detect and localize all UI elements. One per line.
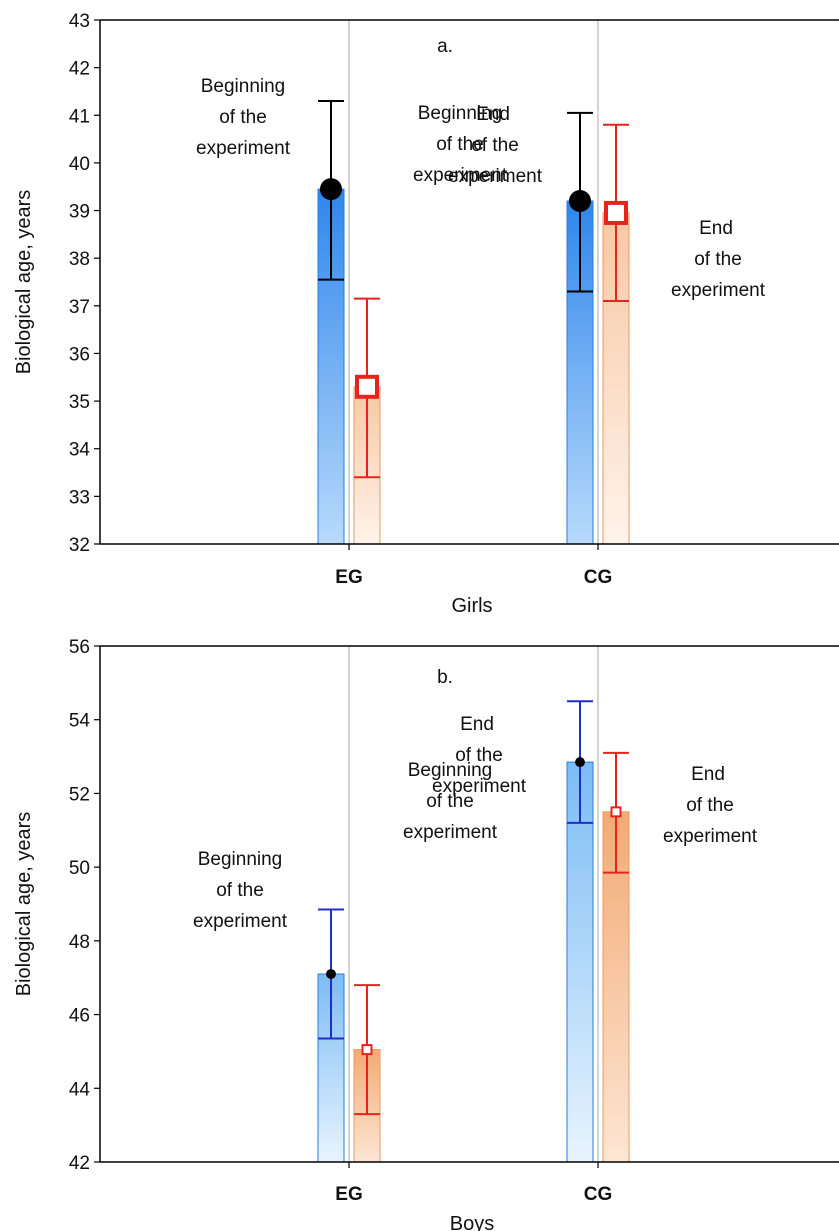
- y-axis-title: Biological age, years: [13, 812, 35, 997]
- annotation-line: Beginning: [408, 760, 493, 781]
- annotation-beginning-cg: Beginning of the experiment: [413, 103, 508, 186]
- annotation-line: experiment: [196, 138, 291, 159]
- y-tick-label: 40: [69, 154, 90, 175]
- x-tick-label: EG: [335, 1184, 362, 1205]
- y-tick-label: 32: [69, 535, 90, 556]
- marker-beginning-eg: [326, 969, 336, 979]
- marker-end-eg: [355, 374, 379, 399]
- annotation-line: of the: [694, 249, 742, 270]
- panel-label: b.: [437, 667, 453, 688]
- annotation-line: Beginning: [201, 76, 286, 97]
- bar-beginning-cg: [566, 761, 594, 1163]
- y-tick-label: 35: [69, 392, 90, 413]
- y-tick-label: 44: [69, 1079, 91, 1100]
- panel-label: a.: [437, 36, 453, 57]
- x-tick-label: EG: [335, 567, 362, 588]
- marker-end-cg: [604, 200, 628, 225]
- annotation-beginning-eg: Beginning of the experiment: [196, 76, 291, 159]
- annotation-line: Beginning: [418, 103, 503, 124]
- annotation-line: of the: [471, 135, 519, 156]
- annotation-line: experiment: [413, 165, 508, 186]
- y-tick-label: 43: [69, 11, 90, 32]
- annotation-line: End: [691, 764, 725, 785]
- annotation-line: of the: [686, 795, 734, 816]
- y-tick-label: 50: [69, 858, 90, 879]
- annotation-line: End: [699, 218, 733, 239]
- marker-beginning-eg: [320, 178, 342, 201]
- annotation-line: of the: [455, 745, 503, 766]
- y-tick-label: 42: [69, 59, 90, 80]
- y-tick-label: 34: [69, 440, 91, 461]
- annotation-beginning-cg: Beginning of the experiment: [403, 760, 498, 843]
- x-tick-label: CG: [584, 1184, 613, 1205]
- x-axis-title: Girls: [451, 595, 492, 617]
- y-tick-label: 33: [69, 487, 90, 508]
- x-tick-label: CG: [584, 567, 613, 588]
- y-tick-label: 42: [69, 1153, 90, 1174]
- annotation-line: of the: [426, 791, 474, 812]
- y-tick-label: 48: [69, 932, 90, 953]
- annotation-line: of the: [219, 107, 267, 128]
- annotation-line: experiment: [432, 776, 527, 797]
- annotation-line: End: [476, 104, 510, 125]
- y-tick-label: 46: [69, 1006, 90, 1027]
- y-tick-label: 36: [69, 344, 90, 365]
- y-tick-label: 54: [69, 711, 91, 732]
- annotation-line: experiment: [663, 826, 758, 847]
- y-tick-label: 52: [69, 784, 90, 805]
- marker-beginning-cg: [569, 190, 591, 213]
- y-axis-title: Biological age, years: [13, 190, 35, 375]
- chart-panel-a: Beginning of the experiment Beginning of the…: [13, 11, 839, 617]
- annotation-line: of the: [436, 134, 484, 155]
- marker-end-cg: [610, 806, 622, 818]
- y-tick-label: 41: [69, 106, 90, 127]
- annotation-line: experiment: [448, 166, 543, 187]
- annotation-line: Beginning: [198, 849, 283, 870]
- y-tick-label: 37: [69, 297, 90, 318]
- y-tick-label: 38: [69, 249, 90, 270]
- marker-end-eg: [361, 1044, 373, 1056]
- y-tick-label: 39: [69, 202, 90, 223]
- annotation-line: of the: [216, 880, 264, 901]
- annotation-end-cg: End of the experiment: [663, 764, 758, 847]
- marker-beginning-cg: [575, 757, 585, 768]
- annotation-beginning-eg: Beginning of the experiment: [193, 849, 288, 932]
- y-tick-label: 56: [69, 637, 90, 658]
- annotation-line: End: [460, 714, 494, 735]
- annotation-line: experiment: [403, 822, 498, 843]
- annotation-end-eg: End of the experiment: [432, 714, 527, 797]
- annotation-line: experiment: [193, 911, 288, 932]
- annotation-end-cg: End of the experiment: [671, 218, 766, 301]
- x-axis-title: Boys: [450, 1213, 494, 1231]
- annotation-end-eg: End of the experiment: [448, 104, 543, 187]
- annotation-line: experiment: [671, 280, 766, 301]
